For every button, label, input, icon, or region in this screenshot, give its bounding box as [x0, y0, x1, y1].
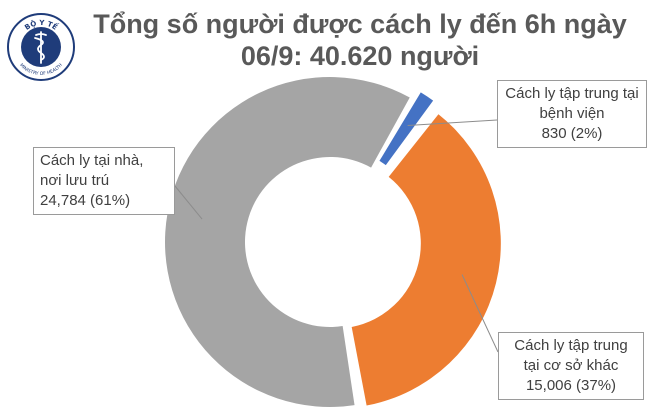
callout-other-line-2: tại cơ sở khác — [523, 357, 619, 374]
slice-home — [165, 76, 410, 407]
callout-home-line-2: nơi lưu trú — [40, 172, 110, 189]
chart-title-line-2: 06/9: 40.620 người — [240, 41, 480, 71]
slice-hospital — [379, 92, 434, 166]
callout-hospital-line-2: bệnh viện — [539, 105, 605, 122]
callout-home-line-3: 24,784 (61%) — [40, 192, 131, 209]
callout-hospital-line-1: Cách ly tập trung tại — [505, 85, 639, 102]
leader-line-other — [461, 274, 499, 353]
leader-line-hospital — [407, 119, 498, 126]
leader-line-home — [174, 185, 203, 220]
logo-text-top: BỘ Y TẾ — [23, 19, 60, 32]
callout-home: Cách ly tại nhà, nơi lưu trú 24,784 (61%… — [33, 147, 175, 215]
callout-hospital: Cách ly tập trung tại bệnh viện 830 (2%) — [497, 80, 647, 148]
chart-title-line-1: Tổng số người được cách ly đến 6h ngày — [93, 9, 627, 39]
slice-other — [351, 114, 501, 406]
caduceus-icon — [34, 31, 47, 64]
ministry-of-health-logo: BỘ Y TẾ MINISTRY OF HEALTH — [7, 13, 75, 81]
callout-other-line-1: Cách ly tập trung — [514, 337, 628, 354]
callout-hospital-line-3: 830 (2%) — [541, 125, 603, 142]
svg-text:BỘ Y TẾ: BỘ Y TẾ — [23, 19, 60, 32]
callout-other: Cách ly tập trung tại cơ sở khác 15,006 … — [498, 332, 644, 400]
callout-home-line-1: Cách ly tại nhà, — [40, 152, 144, 169]
callout-other-line-3: 15,006 (37%) — [525, 377, 617, 394]
